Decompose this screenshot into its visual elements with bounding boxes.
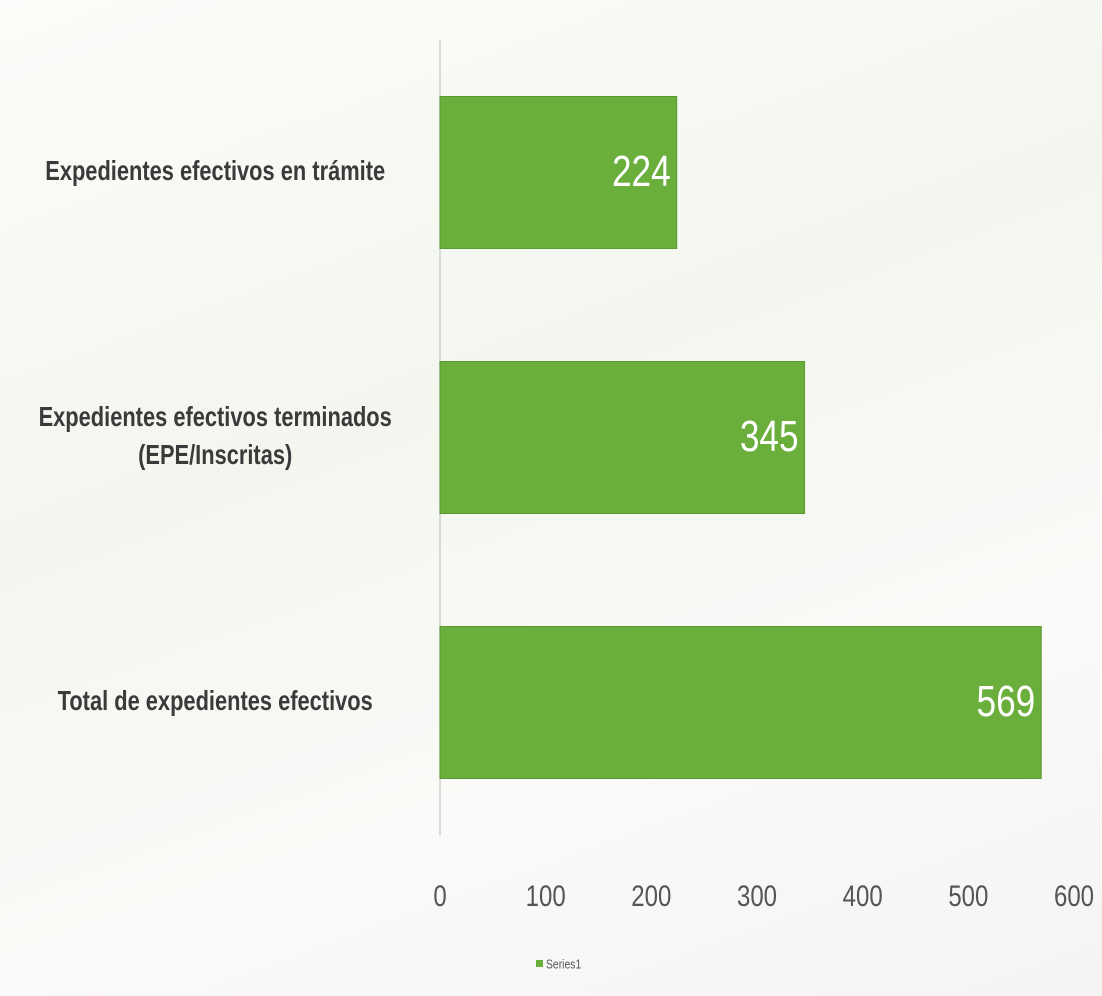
- bar: [439, 626, 1042, 779]
- y-tick-label: Expedientes efectivos terminados (EPE/In…: [38, 400, 392, 470]
- data-label: 345: [740, 412, 799, 461]
- y-tick-label: Total de expedientes efectivos: [57, 684, 373, 716]
- legend-label: Series1: [546, 957, 581, 971]
- y-tick-label: Expedientes efectivos en trámite: [45, 154, 386, 186]
- bar: [439, 361, 806, 514]
- x-tick-label: 0: [433, 878, 446, 912]
- x-tick-label: 500: [948, 878, 988, 912]
- x-tick-label: 600: [1054, 878, 1094, 912]
- data-label: 569: [977, 677, 1036, 726]
- legend-swatch: [536, 960, 543, 967]
- x-tick-label: 300: [737, 878, 777, 912]
- x-tick-label: 200: [631, 878, 671, 912]
- x-tick-label: 400: [843, 878, 883, 912]
- x-tick-label: 100: [526, 878, 566, 912]
- bar: [439, 96, 678, 249]
- data-label: 224: [612, 147, 671, 196]
